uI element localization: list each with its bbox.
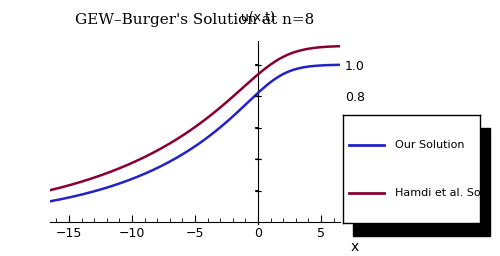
Text: Our Solution: Our Solution (395, 140, 464, 150)
X-axis label: x: x (350, 240, 358, 254)
Text: GEW–Burger's Solution at n=8: GEW–Burger's Solution at n=8 (76, 13, 314, 27)
Text: u(x,t): u(x,t) (241, 11, 275, 24)
Text: Hamdi et al. Sol.: Hamdi et al. Sol. (395, 188, 487, 198)
